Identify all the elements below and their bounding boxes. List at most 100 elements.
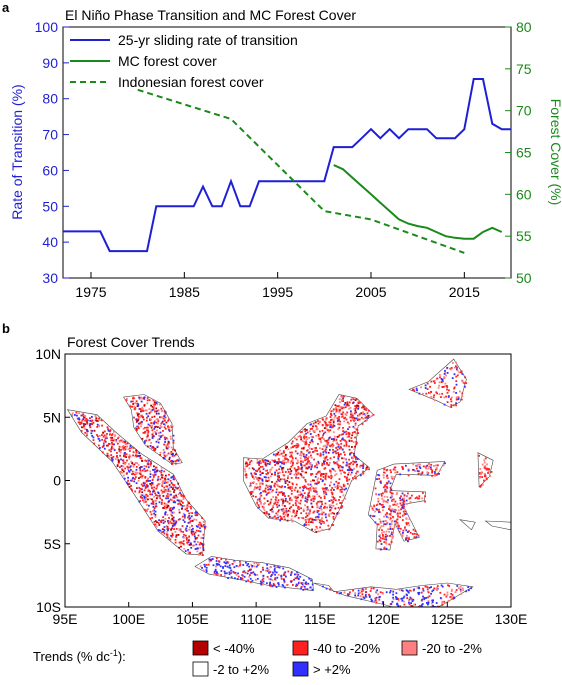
trend-pixel	[126, 483, 129, 486]
trend-pixel	[229, 567, 232, 569]
trend-pixel	[400, 508, 402, 511]
trend-pixel	[311, 583, 314, 586]
trend-pixel	[278, 504, 281, 507]
trend-pixel	[350, 461, 353, 464]
trend-pixel	[426, 471, 429, 474]
trend-pixel	[179, 502, 181, 505]
trend-pixel	[138, 491, 141, 494]
trend-pixel	[137, 403, 140, 406]
trend-pixel	[301, 496, 304, 499]
trend-pixel	[352, 425, 355, 428]
trend-pixel	[317, 460, 320, 463]
trend-pixel	[340, 472, 342, 475]
trend-pixel	[181, 542, 184, 545]
trend-pixel	[155, 525, 158, 528]
trend-pixel	[289, 455, 292, 458]
trend-pixel	[251, 475, 254, 477]
trend-pixel	[414, 470, 416, 472]
trend-pixel	[150, 460, 152, 463]
trend-pixel	[364, 416, 367, 419]
trend-pixel	[398, 589, 401, 591]
trend-pixel	[157, 426, 159, 428]
trend-pixel	[358, 413, 361, 416]
trend-pixel	[300, 474, 303, 477]
trend-pixel	[178, 458, 181, 461]
trend-pixel	[316, 504, 319, 507]
trend-pixel	[129, 404, 131, 407]
trend-pixel	[313, 497, 316, 500]
trend-pixel	[269, 578, 272, 581]
trend-pixel	[161, 483, 164, 486]
trend-pixel	[145, 498, 147, 501]
trend-pixel	[141, 491, 144, 494]
trend-pixel	[195, 543, 198, 546]
trend-pixel	[438, 393, 441, 396]
trend-pixel	[341, 457, 343, 460]
trend-pixel	[146, 416, 148, 419]
trend-pixel	[170, 514, 172, 516]
trend-pixel	[342, 483, 345, 486]
trend-pixel	[303, 441, 306, 443]
trend-pixel	[259, 460, 261, 463]
trend-pixel	[141, 469, 144, 472]
y-left-tick-label: 90	[42, 55, 58, 71]
trend-pixel	[376, 503, 379, 506]
trend-pixel	[154, 407, 156, 410]
y-left-tick-label: 50	[42, 198, 58, 214]
trend-pixel	[175, 453, 177, 456]
trend-pixel	[436, 605, 439, 607]
trend-pixel	[164, 410, 166, 413]
trend-pixel	[284, 486, 286, 488]
trend-pixel	[424, 495, 426, 498]
trend-pixel	[302, 489, 304, 492]
trend-pixel	[443, 376, 446, 378]
trend-pixel	[225, 572, 228, 575]
trend-pixel	[389, 591, 391, 594]
trend-pixel	[330, 418, 333, 421]
trend-pixel	[273, 584, 276, 587]
trend-pixel	[443, 373, 446, 375]
trend-pixel	[399, 502, 402, 505]
trend-pixel	[276, 514, 279, 516]
trend-pixel	[275, 517, 278, 520]
trend-pixel	[392, 499, 394, 502]
trend-pixel	[141, 415, 143, 418]
trend-pixel	[434, 471, 436, 473]
trend-pixel	[149, 463, 152, 465]
trend-pixel	[339, 464, 342, 467]
trend-pixel	[291, 486, 293, 488]
trend-pixel	[117, 437, 119, 440]
trend-pixel	[295, 446, 298, 449]
trend-pixel	[131, 489, 133, 492]
trend-pixel	[311, 440, 314, 443]
trend-pixel	[105, 437, 108, 440]
trend-pixel	[163, 415, 165, 418]
trend-pixel	[123, 441, 126, 444]
trend-pixel	[343, 444, 346, 447]
trend-pixel	[141, 494, 144, 497]
trend-pixel	[110, 454, 113, 456]
y-left-tick-label: 60	[42, 162, 58, 178]
trend-pixel	[420, 473, 422, 476]
trend-pixel	[142, 482, 145, 485]
trend-pixel	[309, 430, 311, 433]
trend-pixel	[179, 528, 182, 531]
trend-pixel	[336, 405, 339, 408]
trend-pixel	[325, 448, 327, 451]
trend-pixel	[246, 465, 248, 468]
trend-pixel	[333, 416, 336, 419]
y-right-tick-label: 80	[516, 19, 532, 35]
trend-pixel	[301, 431, 303, 433]
trend-pixel	[157, 438, 159, 441]
trend-pixel	[200, 525, 203, 528]
trend-pixel	[150, 410, 152, 413]
trend-pixel	[171, 534, 174, 536]
trend-pixel	[383, 471, 385, 474]
trend-pixel	[138, 415, 140, 418]
trend-pixel	[404, 510, 407, 513]
trend-pixel	[281, 455, 284, 457]
trend-pixel	[165, 524, 168, 527]
trend-pixel	[266, 469, 268, 472]
trend-pixel	[349, 406, 352, 409]
trend-pixel	[432, 396, 435, 399]
